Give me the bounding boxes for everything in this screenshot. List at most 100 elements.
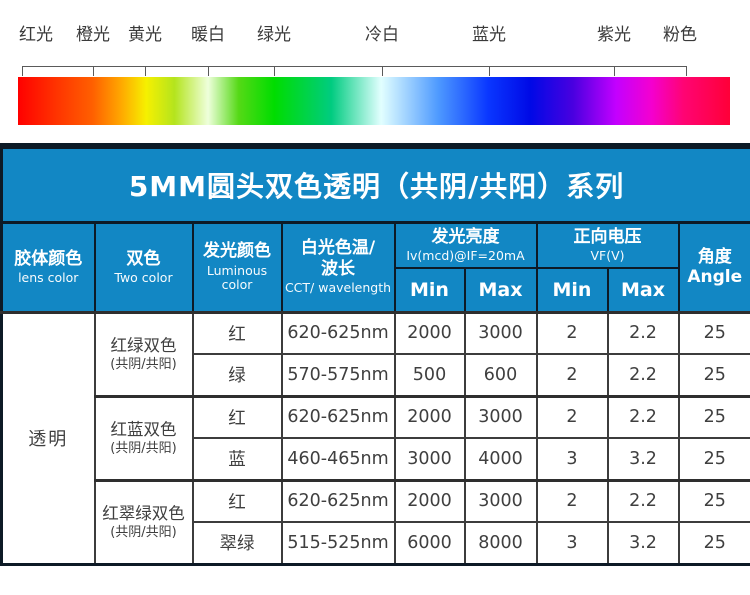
angle-cell: 25 bbox=[677, 310, 750, 355]
spectrum-tick bbox=[208, 66, 209, 76]
iv-max-cell: 3000 bbox=[463, 310, 538, 355]
header-forward-voltage-en: VF(V) bbox=[590, 248, 625, 264]
iv-min-cell: 2000 bbox=[393, 310, 466, 355]
header-luminous-color: 发光颜色 Luminous color bbox=[191, 221, 283, 313]
wavelength-cell: 620-625nm bbox=[280, 310, 396, 355]
wavelength-cell: 570-575nm bbox=[280, 353, 396, 397]
spectrum-tick bbox=[614, 66, 615, 76]
table-row: 透明 红绿双色 (共阴/共阳) 红 620-625nm 2000 3000 2 … bbox=[0, 310, 750, 565]
vf-min-cell: 2 bbox=[535, 394, 609, 439]
header-cct-cn-line1: 白光色温/ bbox=[300, 238, 376, 259]
header-lens-color-cn: 胶体颜色 bbox=[14, 248, 83, 269]
spectrum-tick bbox=[382, 66, 383, 76]
header-two-color-en: Two color bbox=[114, 270, 173, 285]
header-angle-cn: 角度 bbox=[697, 246, 732, 267]
iv-max-cell: 3000 bbox=[463, 478, 538, 523]
spectrum-section: 红光 橙光 黄光 暖白 绿光 冷白 蓝光 紫光 粉色 bbox=[0, 0, 750, 143]
iv-max-cell: 3000 bbox=[463, 394, 538, 439]
iv-max-cell: 4000 bbox=[463, 437, 538, 481]
spectrum-label: 粉色 bbox=[663, 25, 697, 45]
header-two-color-cn: 双色 bbox=[126, 248, 161, 269]
header-cct-cn-line2: 波长 bbox=[321, 258, 355, 279]
spectrum-tick bbox=[274, 66, 275, 76]
spectrum-label: 蓝光 bbox=[472, 25, 506, 45]
vf-max-cell: 2.2 bbox=[606, 478, 680, 523]
angle-cell: 25 bbox=[677, 353, 750, 397]
vf-min-cell: 3 bbox=[535, 521, 609, 565]
header-lens-color: 胶体颜色 lens color bbox=[0, 221, 96, 313]
group-subtitle: (共阴/共阳) bbox=[110, 440, 177, 456]
group-name: 红蓝双色 bbox=[110, 419, 177, 439]
vf-min-cell: 2 bbox=[535, 310, 609, 355]
spectrum-ruler-line bbox=[22, 66, 686, 67]
header-iv-min: Min bbox=[393, 267, 466, 313]
header-luminous-color-cn: 发光颜色 bbox=[203, 241, 271, 262]
iv-min-cell: 3000 bbox=[393, 437, 466, 481]
vf-max-cell: 2.2 bbox=[606, 394, 680, 439]
luminous-color-cell: 红 bbox=[191, 310, 283, 355]
group-name: 红绿双色 bbox=[110, 335, 177, 355]
vf-max-cell: 2.2 bbox=[606, 310, 680, 355]
lens-color-value: 透明 bbox=[0, 310, 96, 565]
header-lens-color-en: lens color bbox=[18, 270, 79, 285]
spectrum-label: 橙光 bbox=[76, 25, 110, 45]
luminous-color-cell: 翠绿 bbox=[191, 521, 283, 565]
header-vf-min: Min bbox=[535, 267, 609, 313]
spectrum-label: 绿光 bbox=[257, 25, 291, 45]
two-color-group-red-blue: 红蓝双色 (共阴/共阳) bbox=[93, 394, 194, 481]
group-name: 红翠绿双色 bbox=[102, 503, 185, 523]
header-luminous-color-en: Luminous color bbox=[206, 262, 268, 293]
spectrum-gradient-bar bbox=[18, 77, 730, 125]
header-vf-max: Max bbox=[606, 267, 680, 313]
luminous-color-cell: 红 bbox=[191, 394, 283, 439]
header-iv-max: Max bbox=[463, 267, 538, 313]
spectrum-label: 黄光 bbox=[128, 25, 162, 45]
spectrum-tick bbox=[93, 66, 94, 76]
luminous-color-cell: 红 bbox=[191, 478, 283, 523]
spectrum-label: 暖白 bbox=[191, 25, 225, 45]
wavelength-cell: 620-625nm bbox=[280, 394, 396, 439]
two-color-group-red-emerald: 红翠绿双色 (共阴/共阳) bbox=[93, 478, 194, 565]
angle-cell: 25 bbox=[677, 394, 750, 439]
spectrum-label: 红光 bbox=[19, 25, 53, 45]
table-row: 绿 570-575nm 500 600 2 2.2 25 bbox=[2, 353, 750, 397]
vf-max-cell: 3.2 bbox=[606, 521, 680, 565]
header-brightness-cn: 发光亮度 bbox=[431, 226, 500, 247]
iv-max-cell: 600 bbox=[463, 353, 538, 397]
spectrum-tick bbox=[145, 66, 146, 76]
header-two-color: 双色 Two color bbox=[93, 221, 194, 313]
table-row: 蓝 460-465nm 3000 4000 3 3.2 25 bbox=[2, 437, 750, 481]
spectrum-label: 紫光 bbox=[597, 25, 631, 45]
vf-max-cell: 3.2 bbox=[606, 437, 680, 481]
header-angle-en: Angle bbox=[687, 267, 743, 287]
group-subtitle: (共阴/共阳) bbox=[110, 356, 177, 372]
spectrum-tick bbox=[686, 66, 687, 76]
table-title: 5MM圆头双色透明（共阴/共阳）系列 bbox=[0, 144, 750, 224]
vf-min-cell: 2 bbox=[535, 478, 609, 523]
angle-cell: 25 bbox=[677, 521, 750, 565]
header-cct-wavelength: 白光色温/ 波长 CCT/ wavelength bbox=[280, 221, 396, 313]
header-angle: 角度 Angle bbox=[677, 221, 750, 313]
iv-min-cell: 2000 bbox=[393, 394, 466, 439]
wavelength-cell: 460-465nm bbox=[280, 437, 396, 481]
table-row: 翠绿 515-525nm 6000 8000 3 3.2 25 bbox=[2, 521, 750, 565]
header-brightness-en: Iv(mcd)@IF=20mA bbox=[406, 248, 525, 264]
luminous-color-cell: 绿 bbox=[191, 353, 283, 397]
angle-cell: 25 bbox=[677, 478, 750, 523]
spectrum-tick bbox=[489, 66, 490, 76]
wavelength-cell: 515-525nm bbox=[280, 521, 396, 565]
vf-min-cell: 3 bbox=[535, 437, 609, 481]
iv-min-cell: 2000 bbox=[393, 478, 466, 523]
spec-table: 5MM圆头双色透明（共阴/共阳）系列 胶体颜色 lens color 双色 Tw… bbox=[0, 143, 750, 566]
spectrum-tick bbox=[22, 66, 23, 76]
two-color-group-red-green: 红绿双色 (共阴/共阳) bbox=[93, 310, 194, 397]
iv-max-cell: 8000 bbox=[463, 521, 538, 565]
spectrum-label: 冷白 bbox=[365, 25, 399, 45]
header-cct-en: CCT/ wavelength bbox=[284, 280, 392, 296]
group-subtitle: (共阴/共阳) bbox=[110, 524, 177, 540]
iv-min-cell: 500 bbox=[393, 353, 466, 397]
vf-max-cell: 2.2 bbox=[606, 353, 680, 397]
wavelength-cell: 620-625nm bbox=[280, 478, 396, 523]
table-row: 红蓝双色 (共阴/共阳) 红 620-625nm 2000 3000 2 2.2… bbox=[2, 394, 750, 481]
header-brightness: 发光亮度 Iv(mcd)@IF=20mA bbox=[393, 221, 538, 269]
